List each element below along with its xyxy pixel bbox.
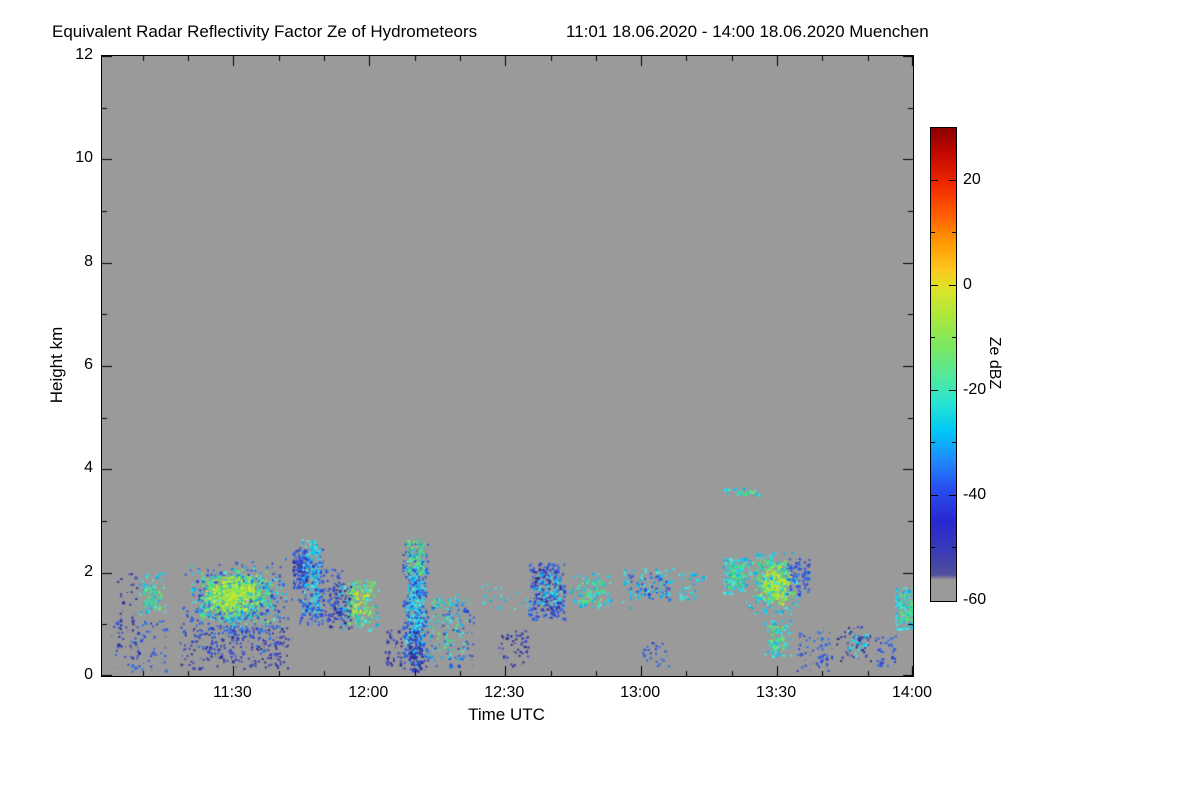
colorbar-tick-mark — [931, 285, 938, 286]
plot-area — [101, 55, 914, 677]
y-tick-label: 6 — [84, 356, 93, 373]
colorbar-tick-mark — [931, 390, 938, 391]
y-tick-label: 12 — [75, 46, 93, 63]
colorbar-tick-mark — [952, 337, 956, 338]
colorbar-tick-mark — [931, 547, 935, 548]
colorbar-tick-mark — [931, 232, 935, 233]
colorbar-tick-mark — [949, 390, 956, 391]
colorbar-tick-label: 0 — [963, 275, 972, 293]
colorbar-tick-label: -40 — [963, 485, 987, 503]
colorbar-tick-mark — [949, 285, 956, 286]
x-tick-label: 12:00 — [348, 684, 389, 701]
chart-subtitle: 11:01 18.06.2020 - 14:00 18.06.2020 Muen… — [566, 22, 929, 41]
y-tick-label: 2 — [84, 562, 93, 580]
x-tick-label: 13:30 — [756, 684, 797, 701]
x-axis-label: Time UTC — [468, 705, 545, 724]
colorbar-tick-mark — [931, 337, 935, 338]
x-tick-label: 14:00 — [891, 684, 933, 701]
heatmap-canvas — [102, 56, 913, 676]
colorbar-tick-mark — [931, 442, 935, 443]
y-tick-label: 8 — [84, 252, 93, 270]
colorbar-tick-mark — [952, 442, 956, 443]
colorbar-tick-mark — [949, 495, 956, 496]
colorbar — [930, 127, 957, 602]
y-tick-label: 10 — [75, 149, 93, 167]
colorbar-tick-mark — [952, 232, 956, 233]
colorbar-tick-mark — [931, 180, 938, 181]
y-tick-label: 0 — [84, 666, 93, 683]
chart-title: Equivalent Radar Reflectivity Factor Ze … — [52, 22, 478, 41]
x-tick-label: 12:30 — [484, 684, 525, 701]
colorbar-tick-label: -20 — [963, 380, 987, 398]
colorbar-tick-label: 20 — [963, 170, 981, 188]
x-tick-label: 13:00 — [620, 684, 661, 701]
y-tick-label: 4 — [84, 459, 93, 477]
x-tick-label: 11:30 — [212, 684, 252, 701]
colorbar-tick-label: -60 — [963, 591, 987, 608]
colorbar-tick-mark — [931, 495, 938, 496]
colorbar-tick-mark — [949, 180, 956, 181]
colorbar-tick-mark — [952, 547, 956, 548]
